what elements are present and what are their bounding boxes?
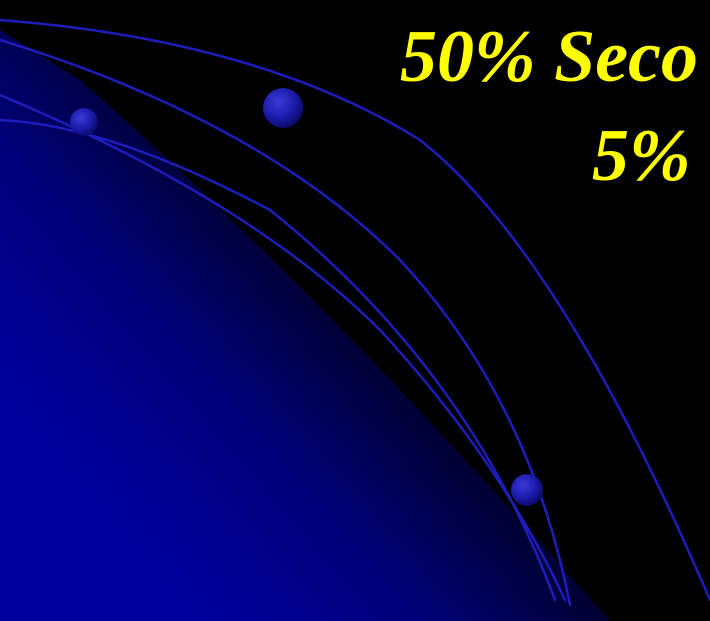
blue-gradient-wedge xyxy=(0,30,610,621)
slide-title-line-1: 50% Seco xyxy=(400,16,698,98)
arc-line xyxy=(0,18,710,602)
slide-title-line-2: 5% xyxy=(592,115,691,197)
orb-decoration xyxy=(70,108,98,136)
orb-decoration xyxy=(263,88,303,128)
orb-decoration xyxy=(511,474,543,506)
